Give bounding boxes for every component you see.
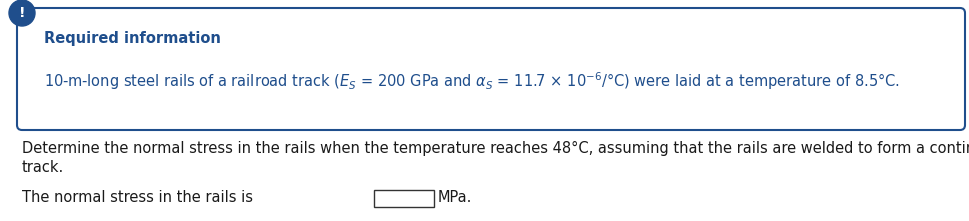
Text: track.: track. xyxy=(22,160,64,175)
Text: Required information: Required information xyxy=(44,30,221,46)
Text: !: ! xyxy=(18,6,25,20)
Text: Determine the normal stress in the rails when the temperature reaches 48°C, assu: Determine the normal stress in the rails… xyxy=(22,141,969,156)
Bar xyxy=(373,189,433,206)
Text: 10-m-long steel rails of a railroad track ($E_S$ = 200 GPa and $\alpha_S$ = 11.7: 10-m-long steel rails of a railroad trac… xyxy=(44,70,899,92)
Circle shape xyxy=(9,0,35,26)
FancyBboxPatch shape xyxy=(17,8,964,130)
Text: MPa.: MPa. xyxy=(437,191,472,206)
Text: The normal stress in the rails is: The normal stress in the rails is xyxy=(22,191,258,206)
